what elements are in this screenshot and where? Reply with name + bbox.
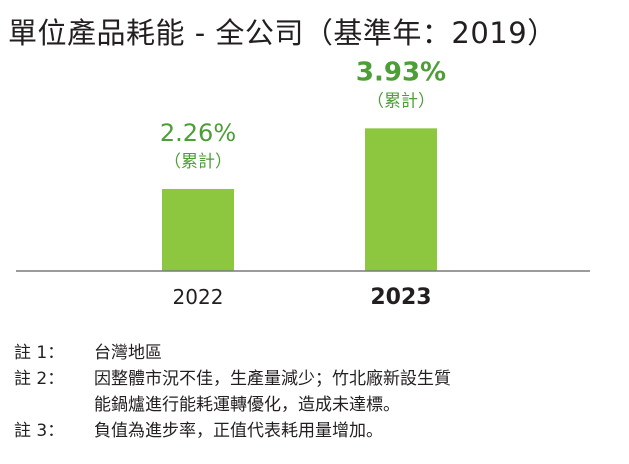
labels-group: （累計） 2.26% 2022 （累計） 3.93% 2023 [160, 57, 446, 310]
x-tick-label-2023: 2023 [370, 285, 431, 310]
footnote-1-label: 註 1： [14, 343, 65, 363]
cumulative-label-2023: （累計） [367, 91, 435, 111]
value-label-2023: 3.93% [356, 57, 446, 87]
footnote-3: 註 3： 負值為進步率，正值代表耗用量增加。 [14, 418, 451, 444]
footnote-3-text: 負值為進步率，正值代表耗用量增加。 [94, 421, 383, 441]
bar-2022 [162, 188, 234, 271]
x-tick-label-2022: 2022 [173, 285, 224, 309]
bars-group [162, 128, 437, 271]
footnote-2-label: 註 2： [14, 369, 65, 389]
footnote-2: 註 2： 因整體市況不佳，生產量減少；竹北廠新設生質 能鍋爐進行能耗運轉優化，造… [14, 366, 451, 418]
chart-title: 單位產品耗能 - 全公司（基準年：2019） [8, 16, 557, 50]
footnote-3-label: 註 3： [14, 421, 65, 441]
footnote-2-text: 因整體市況不佳，生產量減少；竹北廠新設生質 能鍋爐進行能耗運轉優化，造成未達標。 [94, 369, 451, 415]
footnote-1: 註 1： 台灣地區 [14, 340, 451, 366]
value-label-2022: 2.26% [160, 119, 236, 147]
footnotes: 註 1： 台灣地區 註 2： 因整體市況不佳，生產量減少；竹北廠新設生質 能鍋爐… [14, 340, 451, 444]
cumulative-label-2022: （累計） [164, 152, 232, 172]
bar-2023 [365, 128, 437, 271]
bar-chart: （累計） 2.26% 2022 （累計） 3.93% 2023 [16, 57, 590, 310]
footnote-1-text: 台灣地區 [94, 343, 162, 363]
